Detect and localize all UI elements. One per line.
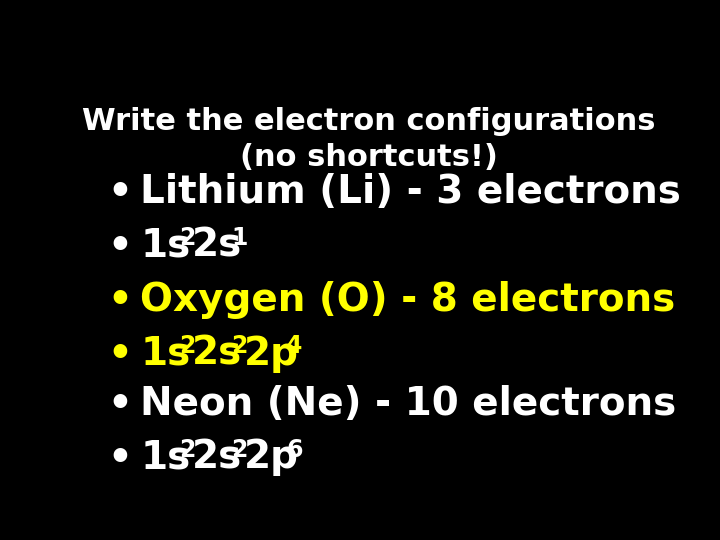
Text: Neon (Ne) - 10 electrons: Neon (Ne) - 10 electrons bbox=[140, 384, 677, 423]
Text: •: • bbox=[107, 335, 132, 373]
Text: 2: 2 bbox=[231, 334, 248, 358]
Text: •: • bbox=[107, 281, 132, 319]
Text: 2s: 2s bbox=[192, 227, 242, 265]
Text: 1s: 1s bbox=[140, 227, 191, 265]
Text: 2s: 2s bbox=[192, 438, 242, 476]
Text: 2: 2 bbox=[231, 438, 248, 462]
Text: 2: 2 bbox=[179, 334, 196, 358]
Text: Lithium (Li) - 3 electrons: Lithium (Li) - 3 electrons bbox=[140, 173, 681, 211]
Text: 2: 2 bbox=[179, 226, 196, 250]
Text: 1: 1 bbox=[231, 226, 248, 250]
Text: Oxygen (O) - 8 electrons: Oxygen (O) - 8 electrons bbox=[140, 281, 675, 319]
Text: •: • bbox=[107, 173, 132, 211]
Text: Write the electron configurations
(no shortcuts!): Write the electron configurations (no sh… bbox=[82, 107, 656, 172]
Text: •: • bbox=[107, 384, 132, 423]
Text: •: • bbox=[107, 227, 132, 265]
Text: 4: 4 bbox=[287, 334, 302, 358]
Text: 2: 2 bbox=[179, 438, 196, 462]
Text: •: • bbox=[107, 438, 132, 476]
Text: 1s: 1s bbox=[140, 335, 191, 373]
Text: 2p: 2p bbox=[243, 335, 299, 373]
Text: 2p: 2p bbox=[243, 438, 299, 476]
Text: 6: 6 bbox=[287, 438, 303, 462]
Text: 2s: 2s bbox=[192, 335, 242, 373]
Text: 1s: 1s bbox=[140, 438, 191, 476]
